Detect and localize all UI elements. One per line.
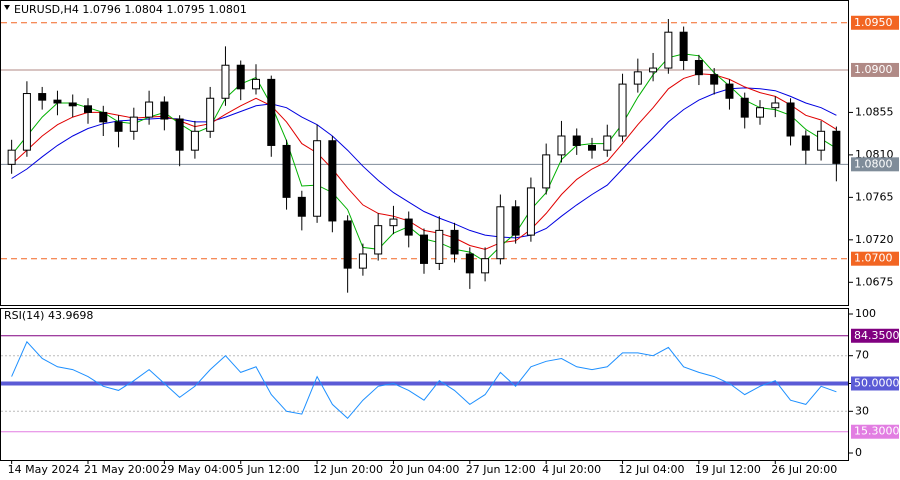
candle-body [420,234,428,264]
candle-body [282,144,291,198]
level-label: 84.3500 [854,329,900,342]
candle-body [572,135,581,146]
panel-title: RSI(14) 43.9698 [4,309,93,322]
candle-body [725,83,734,99]
level-label: 1.0950 [854,16,893,29]
candle-body [297,196,306,217]
y-tick-label: 1.0720 [855,233,894,246]
y-tick-label: 30 [855,404,869,417]
level-label: 1.0800 [854,157,893,170]
candle-body [267,78,276,146]
candle-body [404,218,413,236]
y-tick-label: 1.0855 [855,105,894,118]
candle-body [99,111,108,123]
candle-body [343,220,352,269]
candle-body [694,60,703,76]
candle-body [38,93,47,101]
candle-body [588,144,596,151]
x-tick-label: 4 Jul 20:00 [542,463,601,476]
candle-body [313,140,322,217]
candle-body [740,97,749,118]
candle-body [679,31,688,62]
level-label-box [851,62,899,77]
title-arrow [4,5,10,10]
candle-body [328,140,337,222]
x-tick-label: 5 Jun 12:00 [237,463,300,476]
candle-body [175,118,184,151]
candle-body [374,225,383,255]
level-label-box [851,157,899,172]
candle-body [771,102,780,109]
level-label-box [851,15,899,30]
candle-body [710,74,719,85]
candle-body [435,229,444,264]
candle-body [450,229,459,255]
level-label: 1.0700 [854,252,893,265]
x-tick-label: 12 Jul 04:00 [619,463,685,476]
candle-body [481,258,490,274]
y-tick-label: 100 [855,307,876,320]
candle-body [129,116,138,132]
candle-body [801,135,810,151]
level-label: 50.0000 [854,377,900,390]
candle-body [511,206,520,236]
level-label: 15.3000 [854,425,900,438]
candle-body [145,101,154,118]
y-tick-label: 0 [855,446,862,459]
candle-body [252,78,260,90]
candle-body [664,31,673,69]
panel-title: EURUSD,H4 1.0796 1.0804 1.0795 1.0801 [14,3,247,16]
x-tick-label: 20 Jun 04:00 [389,463,459,476]
candle-body [22,93,31,151]
level-label-box [851,251,899,266]
level-label-box [851,376,899,391]
candle-body [7,149,16,165]
candle-body [649,67,658,73]
x-tick-label: 19 Jul 12:00 [695,463,761,476]
candle-body [786,102,795,137]
level-label-box [851,424,899,439]
x-tick-label: 27 Jun 12:00 [466,463,536,476]
x-tick-label: 14 May 2024 [8,463,80,476]
level-label: 1.0900 [854,63,893,76]
candle-body [358,253,367,269]
candle-body [756,107,764,118]
y-tick-label: 70 [855,349,869,362]
candle-body [53,99,62,104]
candle-body [465,253,474,274]
y-tick-label: 1.0675 [855,275,894,288]
rsi-line [11,340,837,420]
x-tick-label: 26 Jul 20:00 [771,463,837,476]
y-tick-label: 1.0765 [855,190,894,203]
candle-body [817,130,826,151]
x-tick-label: 12 Jun 20:00 [313,463,383,476]
level-label-box [851,328,899,343]
candle-body [160,101,169,120]
candle-body [603,135,612,151]
candle-body [557,135,566,156]
x-tick-label: 29 May 04:00 [160,463,235,476]
candle-body [114,121,123,132]
candle-body [221,64,230,99]
x-tick-label: 21 May 20:00 [84,463,159,476]
candle-body [236,64,245,90]
candle-body [526,187,535,236]
candle-body [633,71,642,85]
candle-body [542,154,551,189]
candle-body [832,130,841,164]
candle-body [206,97,215,132]
candle-body [190,130,199,151]
candle-body [68,102,77,107]
candle-body [618,83,627,137]
candle-body [389,218,398,227]
candle-body [84,105,92,113]
candle-body [496,206,505,260]
